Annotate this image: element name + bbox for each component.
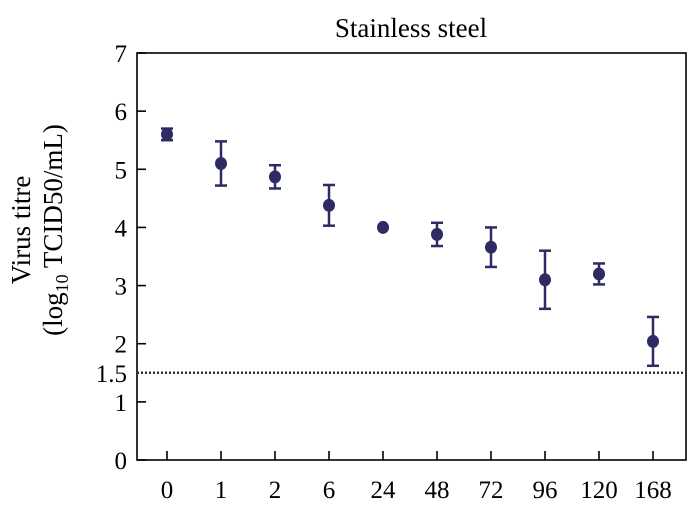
chart-title: Stainless steel: [335, 13, 487, 43]
data-point: [269, 170, 281, 184]
data-point: [161, 127, 173, 141]
y-tick-label: 3: [115, 274, 128, 301]
data-point: [215, 156, 227, 170]
y-tick-label-extra: 1.5: [96, 361, 127, 388]
y-axis-label: Virus titre (log10 TCID50/mL): [6, 124, 72, 336]
x-tick-label: 48: [425, 477, 450, 504]
x-tick-label: 24: [371, 477, 397, 504]
x-tick-label: 0: [161, 477, 174, 504]
y-axis-label-line1: Virus titre: [6, 176, 36, 285]
x-tick-label: 2: [269, 477, 282, 504]
y-axis-label-prefix: (log: [38, 292, 68, 336]
y-tick-label: 4: [115, 215, 128, 242]
y-tick-label: 1: [115, 390, 128, 417]
y-tick-label: 7: [115, 41, 128, 68]
data-point: [377, 220, 389, 234]
y-tick-label: 6: [115, 99, 128, 126]
plot-area: 0 1 2 3 4 5 6 7 1.5 0 1 2 6 24 48 72 96 120 168: [96, 41, 687, 504]
x-tick-label: 120: [580, 477, 618, 504]
data-point: [323, 198, 335, 212]
x-tick-label: 1: [215, 477, 228, 504]
data-point: [485, 240, 497, 254]
x-tick-label: 72: [479, 477, 504, 504]
data-point: [539, 273, 551, 287]
y-axis-label-line2: (log10 TCID50/mL): [38, 124, 72, 336]
y-axis-label-subscript: 10: [52, 274, 72, 292]
x-tick-label: 6: [323, 477, 336, 504]
y-tick-label: 5: [115, 157, 128, 184]
y-axis-label-suffix: TCID50/mL): [38, 124, 68, 274]
plot-frame: [136, 52, 687, 461]
y-tick-label: 2: [115, 332, 128, 359]
data-point: [431, 227, 443, 241]
data-point: [593, 267, 605, 281]
x-tick-label: 96: [533, 477, 558, 504]
y-tick-label: 0: [115, 448, 128, 475]
data-point: [647, 334, 659, 348]
x-tick-label: 168: [634, 477, 672, 504]
